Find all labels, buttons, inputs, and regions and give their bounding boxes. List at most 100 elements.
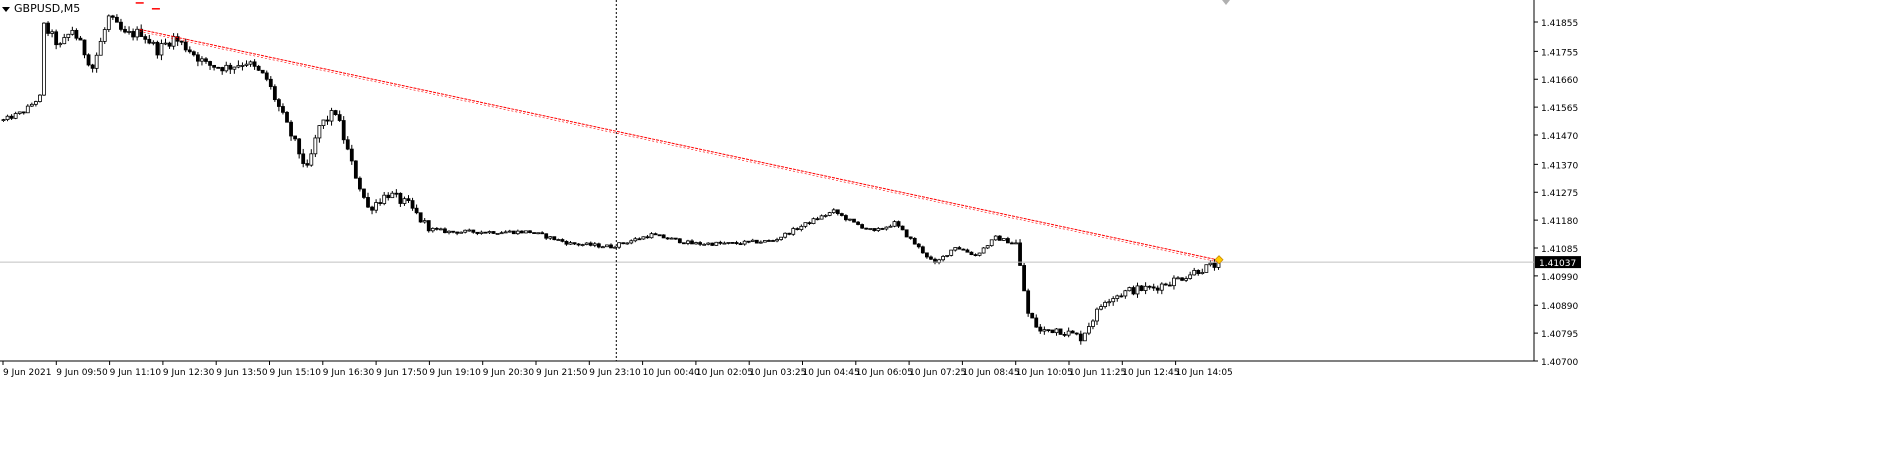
candle-body	[183, 41, 188, 51]
candle-body	[268, 78, 273, 87]
candle-body	[892, 221, 897, 227]
candle-body	[50, 31, 54, 34]
candle-body	[872, 228, 877, 231]
candle-body	[329, 110, 334, 122]
candle-body	[366, 197, 370, 208]
price-tick-label: 1.41565	[1541, 104, 1578, 114]
candle-body	[321, 119, 326, 126]
candle-body	[783, 232, 788, 238]
candle-body	[673, 237, 678, 240]
candle-body	[1111, 298, 1116, 303]
candle-body	[596, 243, 601, 248]
candle-body	[499, 232, 504, 235]
candle-body	[1200, 272, 1205, 275]
time-axis[interactable]: 9 Jun 2021 9 Jun 09:50 9 Jun 11:10 9 Jun 12…	[2, 361, 1233, 378]
price-tick-label: 1.41180	[1541, 217, 1578, 227]
candle-body	[738, 243, 743, 246]
candle-body	[487, 231, 492, 234]
plot-area[interactable]	[0, 0, 1535, 362]
candle-body	[418, 212, 423, 223]
candle-body	[507, 230, 512, 233]
candle-body	[127, 31, 131, 33]
candle-body	[1143, 285, 1148, 291]
candle-body	[686, 240, 690, 244]
candle-body	[933, 258, 937, 263]
candle-body	[1135, 285, 1140, 295]
candle-body	[1034, 317, 1039, 328]
candle-body	[264, 72, 269, 80]
candle-body	[62, 37, 67, 45]
candle-body	[925, 252, 929, 258]
candle-body	[912, 237, 917, 245]
candle-body	[187, 49, 192, 53]
candle-body	[208, 61, 212, 66]
candle-body	[200, 58, 204, 62]
candle-body	[540, 232, 545, 235]
candle-body	[430, 227, 435, 232]
candle-body	[110, 15, 115, 18]
candle-body	[378, 202, 383, 204]
candle-body	[115, 16, 119, 23]
candle-body	[447, 230, 451, 234]
candle-body	[135, 28, 140, 38]
candle-body	[414, 207, 419, 214]
candle-body	[605, 244, 609, 248]
candle-body	[483, 231, 488, 234]
candle-body	[228, 64, 233, 70]
candle-body	[811, 218, 816, 224]
symbol-label: GBPUSD,M5	[2, 2, 80, 15]
candle-body	[313, 137, 318, 155]
candle-body	[1091, 320, 1095, 327]
candle-body	[66, 33, 71, 38]
candle-body	[252, 61, 257, 67]
candle-body	[463, 229, 468, 233]
candle-body	[827, 212, 832, 216]
menu-triangle-icon[interactable]	[2, 6, 10, 12]
candle-body	[621, 242, 626, 245]
candle-body	[434, 227, 439, 230]
candle-body	[767, 240, 771, 242]
candle-body	[1192, 270, 1197, 276]
time-tick-label: 10 Jun 14:05	[1176, 368, 1233, 378]
candle-body	[702, 243, 707, 246]
candle-body	[613, 246, 617, 249]
candle-body	[1184, 278, 1188, 281]
candle-body	[317, 125, 322, 139]
candle-body	[1163, 283, 1168, 286]
candle-body	[422, 220, 427, 223]
candle-body	[410, 200, 415, 209]
candle-body	[763, 240, 767, 243]
candle-body	[900, 225, 905, 231]
candle-body	[888, 225, 893, 228]
candle-body	[714, 241, 719, 246]
candle-body	[552, 236, 557, 241]
candle-body	[831, 209, 836, 214]
candle-body	[260, 69, 265, 74]
candle-body	[864, 227, 869, 230]
candle-body	[374, 202, 379, 211]
candle-body	[402, 198, 407, 204]
candle-body	[520, 230, 524, 234]
candle-body	[1087, 326, 1091, 334]
candle-body	[625, 242, 630, 245]
candle-body	[633, 238, 638, 242]
candle-body	[163, 42, 168, 45]
candle-body	[1123, 290, 1128, 297]
candle-body	[289, 121, 293, 137]
candle-body	[86, 54, 91, 66]
price-axis[interactable]: 1.41855 1.41755 1.41660 1.41565 1.41470 1.413…	[1534, 19, 1581, 368]
candle-body	[588, 242, 593, 246]
candle-body	[236, 65, 241, 68]
candle-body	[1026, 290, 1031, 314]
trend-line[interactable]	[139, 28, 1218, 261]
candle-body	[1038, 326, 1043, 332]
candle-body	[641, 236, 646, 240]
candle-body	[467, 229, 472, 232]
candle-body	[592, 243, 597, 246]
candle-body	[98, 40, 103, 56]
shift-marker-icon[interactable]	[1222, 0, 1230, 5]
candle-body	[880, 228, 885, 230]
time-tick-label: 9 Jun 15:10	[270, 368, 322, 378]
